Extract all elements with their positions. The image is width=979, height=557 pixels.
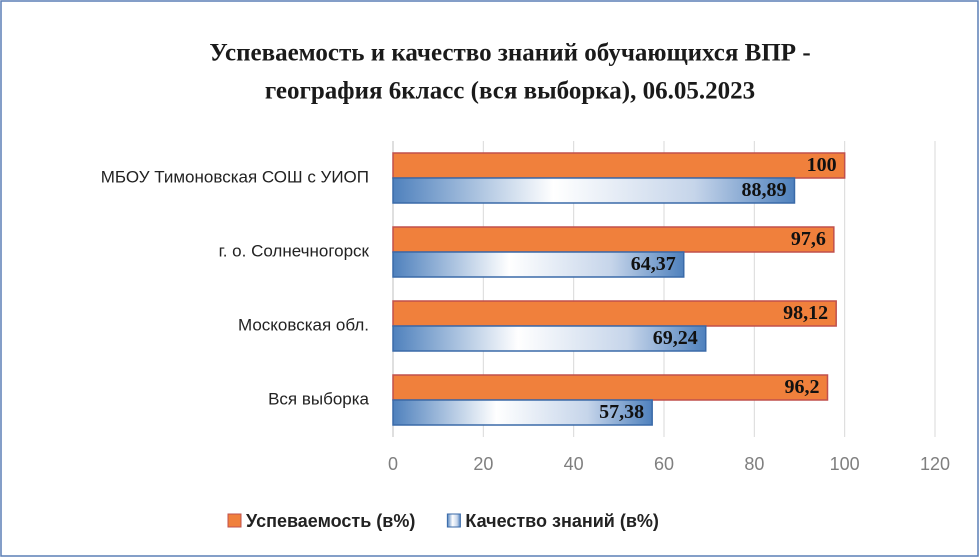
bar <box>392 399 653 426</box>
x-tick-label: 20 <box>473 454 493 474</box>
y-tick-label: Московская обл. <box>238 315 369 334</box>
data-label: 88,89 <box>741 179 786 201</box>
chart-title: Успеваемость и качество знаний обучающих… <box>209 40 810 67</box>
y-tick-label: МБОУ Тимоновская СОШ с УИОП <box>101 167 369 186</box>
legend-label: Качество знаний (в%) <box>465 511 659 531</box>
legend-swatch <box>446 513 461 528</box>
data-label: 98,12 <box>783 302 828 324</box>
data-label: 100 <box>807 154 837 176</box>
bar <box>392 251 685 278</box>
x-tick-label: 80 <box>744 454 764 474</box>
y-tick-label: Вся выборка <box>268 389 369 408</box>
bar <box>392 300 837 327</box>
bar <box>392 374 829 401</box>
x-tick-label: 120 <box>920 454 950 474</box>
x-tick-label: 0 <box>388 454 398 474</box>
bar <box>392 177 796 204</box>
bar <box>392 226 835 253</box>
x-tick-label: 40 <box>564 454 584 474</box>
legend-swatch <box>227 513 242 528</box>
data-label: 57,38 <box>599 401 644 423</box>
legend-label: Успеваемость (в%) <box>246 511 415 531</box>
chart-title: география 6класс (вся выборка), 06.05.20… <box>265 78 755 105</box>
data-label: 69,24 <box>653 327 698 349</box>
bar <box>392 325 707 352</box>
data-label: 97,6 <box>791 228 826 250</box>
data-label: 96,2 <box>785 376 820 398</box>
x-tick-label: 60 <box>654 454 674 474</box>
data-label: 64,37 <box>631 253 676 275</box>
x-tick-label: 100 <box>830 454 860 474</box>
bar <box>392 152 846 179</box>
y-tick-label: г. о. Солнечногорск <box>219 241 370 260</box>
